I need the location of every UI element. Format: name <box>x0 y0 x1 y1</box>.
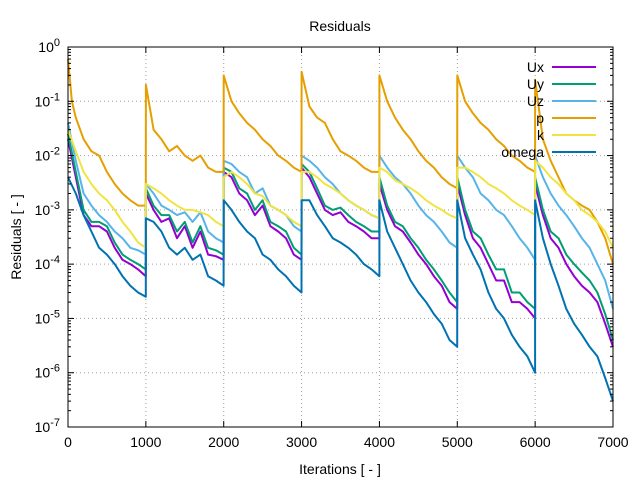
legend-label-p: p <box>536 110 544 126</box>
series-line-Ux <box>67 138 614 348</box>
series-line-Uy <box>67 133 614 341</box>
axis-ticks <box>67 46 614 428</box>
y-tick-label: 10-5 <box>35 308 60 326</box>
legend-label-Uz: Uz <box>527 93 544 109</box>
series-line-omega <box>67 176 614 402</box>
x-tick-label: 4000 <box>364 434 395 450</box>
x-axis-title: Iterations [ - ] <box>299 461 381 477</box>
tick-labels: 0 1000 2000 3000 4000 5000 6000 7000 100 10-1 10-2… <box>35 37 629 450</box>
legend-label-Uy: Uy <box>527 76 544 92</box>
x-tick-label: 3000 <box>286 434 317 450</box>
y-axis-title: Residuals [ - ] <box>8 194 24 280</box>
y-tick-label: 10-3 <box>35 200 60 218</box>
legend-label-omega: omega <box>501 144 544 160</box>
x-tick-label: 5000 <box>442 434 473 450</box>
series-lines <box>67 58 614 402</box>
chart-title: Residuals <box>309 18 370 34</box>
y-tick-label: 100 <box>38 37 60 55</box>
y-tick-label: 10-2 <box>35 146 60 164</box>
x-tick-label: 0 <box>64 434 72 450</box>
legend-label-k: k <box>537 127 545 143</box>
series-line-p <box>67 58 614 265</box>
series-line-k <box>67 129 614 249</box>
plot-frame <box>67 46 614 428</box>
y-tick-label: 10-7 <box>35 417 60 435</box>
legend-label-Ux: Ux <box>527 59 544 75</box>
y-tick-label: 10-6 <box>35 363 60 381</box>
y-tick-label: 10-1 <box>35 91 60 109</box>
x-tick-label: 7000 <box>597 434 628 450</box>
x-tick-label: 2000 <box>208 434 239 450</box>
x-tick-label: 6000 <box>520 434 551 450</box>
x-tick-label: 1000 <box>130 434 161 450</box>
y-tick-label: 10-4 <box>35 254 60 272</box>
